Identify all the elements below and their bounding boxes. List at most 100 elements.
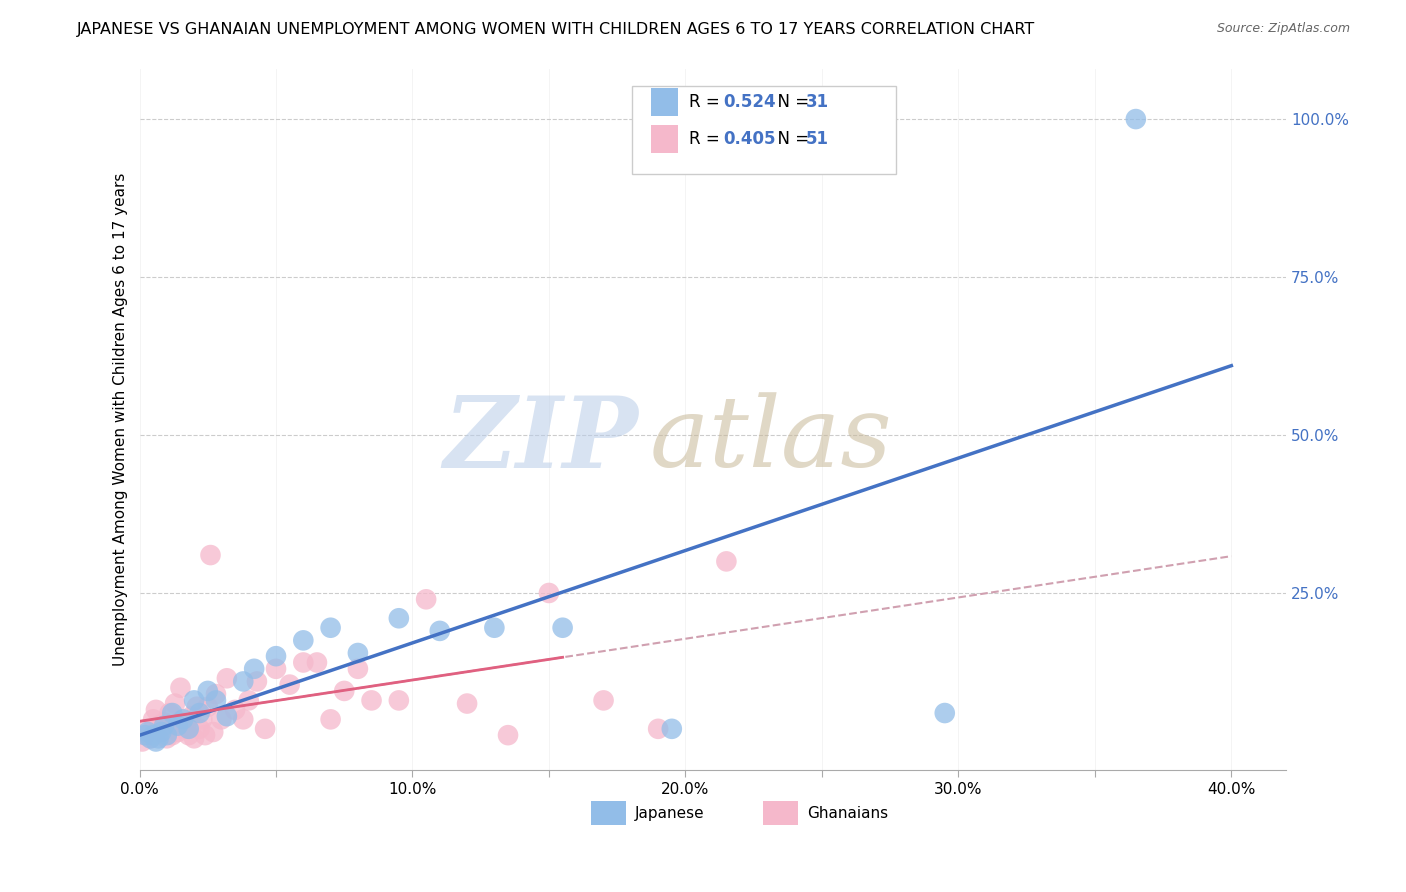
- Point: [159, 706, 181, 720]
- Point: [254, 722, 277, 736]
- Point: [145, 703, 167, 717]
- Point: [174, 722, 197, 736]
- Point: [166, 719, 188, 733]
- Point: [551, 621, 574, 635]
- Point: [1125, 112, 1147, 126]
- Point: [142, 728, 165, 742]
- Point: [209, 712, 232, 726]
- Point: [194, 728, 217, 742]
- Text: ZIP: ZIP: [443, 392, 638, 489]
- Point: [134, 728, 156, 742]
- Point: [131, 734, 153, 748]
- Point: [496, 728, 519, 742]
- Text: atlas: atlas: [650, 392, 893, 488]
- Point: [172, 715, 194, 730]
- Point: [205, 693, 228, 707]
- Point: [347, 662, 370, 676]
- Point: [188, 706, 211, 720]
- Text: R =: R =: [689, 93, 724, 111]
- Point: [319, 621, 342, 635]
- Text: 0.405: 0.405: [723, 130, 776, 148]
- Point: [183, 693, 205, 707]
- Point: [148, 731, 170, 746]
- Text: Japanese: Japanese: [634, 805, 704, 821]
- Point: [592, 693, 614, 707]
- FancyBboxPatch shape: [651, 88, 678, 116]
- Point: [243, 662, 266, 676]
- Point: [319, 712, 342, 726]
- Point: [388, 611, 411, 625]
- FancyBboxPatch shape: [592, 801, 626, 824]
- Point: [156, 731, 179, 746]
- Y-axis label: Unemployment Among Women with Children Ages 6 to 17 years: Unemployment Among Women with Children A…: [114, 172, 128, 666]
- Point: [333, 684, 356, 698]
- Point: [186, 699, 208, 714]
- Point: [139, 731, 162, 746]
- Text: 0.524: 0.524: [723, 93, 776, 111]
- Point: [246, 674, 269, 689]
- Point: [169, 681, 191, 695]
- Point: [537, 586, 560, 600]
- Point: [183, 731, 205, 746]
- Point: [150, 725, 173, 739]
- Point: [177, 728, 200, 742]
- Point: [934, 706, 956, 720]
- Point: [264, 662, 287, 676]
- Point: [172, 712, 194, 726]
- Point: [647, 722, 669, 736]
- Point: [136, 725, 159, 739]
- Point: [415, 592, 437, 607]
- Point: [145, 734, 167, 748]
- Point: [456, 697, 478, 711]
- Point: [162, 706, 184, 720]
- Text: 51: 51: [806, 130, 828, 148]
- Point: [292, 656, 315, 670]
- Point: [142, 712, 165, 726]
- Point: [150, 725, 173, 739]
- Point: [429, 624, 451, 638]
- Point: [238, 693, 260, 707]
- FancyBboxPatch shape: [651, 125, 678, 153]
- Point: [202, 725, 225, 739]
- Point: [484, 621, 506, 635]
- Point: [134, 728, 156, 742]
- Point: [166, 725, 188, 739]
- Text: JAPANESE VS GHANAIAN UNEMPLOYMENT AMONG WOMEN WITH CHILDREN AGES 6 TO 17 YEARS C: JAPANESE VS GHANAIAN UNEMPLOYMENT AMONG …: [77, 22, 1036, 37]
- Point: [188, 722, 211, 736]
- Point: [191, 712, 214, 726]
- Point: [661, 722, 683, 736]
- Point: [136, 722, 159, 736]
- Point: [292, 633, 315, 648]
- Point: [232, 674, 254, 689]
- Text: 31: 31: [806, 93, 828, 111]
- Text: R =: R =: [689, 130, 724, 148]
- Point: [215, 671, 238, 685]
- Point: [180, 709, 202, 723]
- Point: [197, 684, 219, 698]
- Text: N =: N =: [766, 93, 814, 111]
- Point: [177, 722, 200, 736]
- Point: [163, 697, 186, 711]
- FancyBboxPatch shape: [633, 86, 896, 174]
- Point: [232, 712, 254, 726]
- Text: Source: ZipAtlas.com: Source: ZipAtlas.com: [1216, 22, 1350, 36]
- Point: [224, 703, 246, 717]
- Point: [156, 728, 179, 742]
- Point: [200, 548, 222, 562]
- Text: N =: N =: [766, 130, 814, 148]
- Point: [153, 719, 176, 733]
- Point: [215, 709, 238, 723]
- Point: [205, 687, 228, 701]
- Point: [148, 719, 170, 733]
- Point: [139, 731, 162, 746]
- Point: [153, 715, 176, 730]
- Point: [264, 649, 287, 664]
- FancyBboxPatch shape: [763, 801, 797, 824]
- Point: [716, 554, 738, 568]
- Point: [360, 693, 382, 707]
- Point: [162, 728, 184, 742]
- Point: [347, 646, 370, 660]
- Point: [388, 693, 411, 707]
- Point: [278, 677, 301, 691]
- Point: [197, 699, 219, 714]
